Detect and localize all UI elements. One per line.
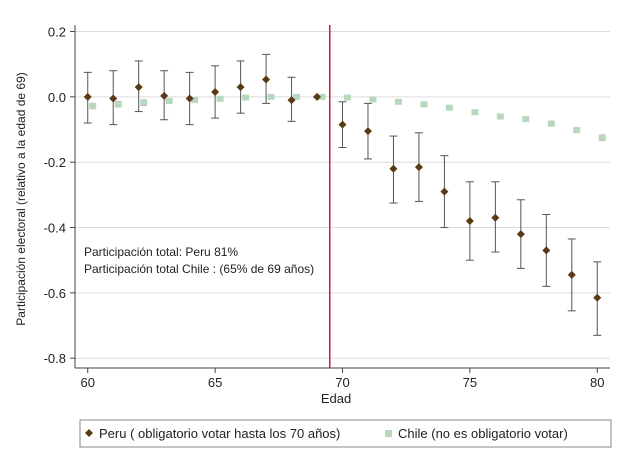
annotation-peru: Participación total: Peru 81% [84,245,238,259]
y-tick-label: -0.8 [44,351,66,366]
legend-box [79,419,612,448]
peru-series [83,53,602,336]
peru-point [185,94,194,103]
peru-point [211,87,220,96]
y-tick-label: -0.2 [44,155,66,170]
peru-point [389,164,398,173]
chile-point [369,96,377,103]
chile-point [242,94,250,101]
peru-point [236,83,245,92]
y-tick-label: -0.6 [44,286,66,301]
peru-point [134,83,143,92]
peru-point [414,163,423,172]
chile-point [496,113,504,120]
x-tick-label: 80 [590,375,604,390]
peru-point [542,246,551,255]
x-tick-label: 65 [208,375,222,390]
peru-point [287,96,296,105]
peru-point [567,270,576,279]
chile-point [598,134,606,141]
chile-point [89,103,97,110]
chile-point [344,94,351,101]
tick-labels: 0.2 0.0 -0.2 -0.4 -0.6 -0.8 60 65 70 75 80 [44,25,605,390]
chile-point [165,98,173,105]
legend-marker-chile [385,430,392,437]
annotation-chile: Participación total Chile : (65% de 69 a… [84,262,314,276]
peru-point [593,293,602,302]
chile-point [267,93,275,100]
peru-point [160,91,169,100]
chile-point [445,104,453,111]
x-tick-label: 75 [463,375,477,390]
legend-label-chile: Chile (no es obligatorio votar) [398,426,568,441]
y-tick-label: 0.2 [48,25,66,40]
chile-point [191,97,199,104]
x-axis-title: Edad [321,391,351,406]
peru-point [338,120,347,129]
peru-point [109,94,118,103]
legend: Peru ( obligatorio votar hasta los 70 añ… [79,419,612,448]
x-tick-label: 60 [81,375,95,390]
chile-point [522,116,530,123]
chile-point [140,99,148,106]
y-axis-title: Participación electoral (relativo a la e… [14,72,28,325]
peru-point [363,127,372,136]
chile-point [318,93,326,100]
chile-point [114,101,122,108]
chile-series [89,93,606,141]
peru-point [83,92,92,101]
x-tick-label: 70 [335,375,349,390]
grid-layer [75,31,610,359]
legend-label-peru: Peru ( obligatorio votar hasta los 70 añ… [99,426,340,441]
y-tick-label: -0.4 [44,221,66,236]
peru-point [465,217,474,225]
chile-point [573,127,581,134]
chile-point [293,93,301,100]
chile-point [394,98,402,105]
axes-layer [70,25,610,373]
legend-marker-peru [85,429,93,437]
peru-point [440,187,449,196]
peru-point [262,75,271,84]
peru-point [313,92,322,101]
chile-point [216,95,224,102]
chile-point [420,101,428,108]
peru-point [491,213,500,222]
peru-point [516,230,525,239]
chile-point [547,120,555,127]
chile-point [471,109,479,116]
y-tick-label: 0.0 [48,90,66,105]
